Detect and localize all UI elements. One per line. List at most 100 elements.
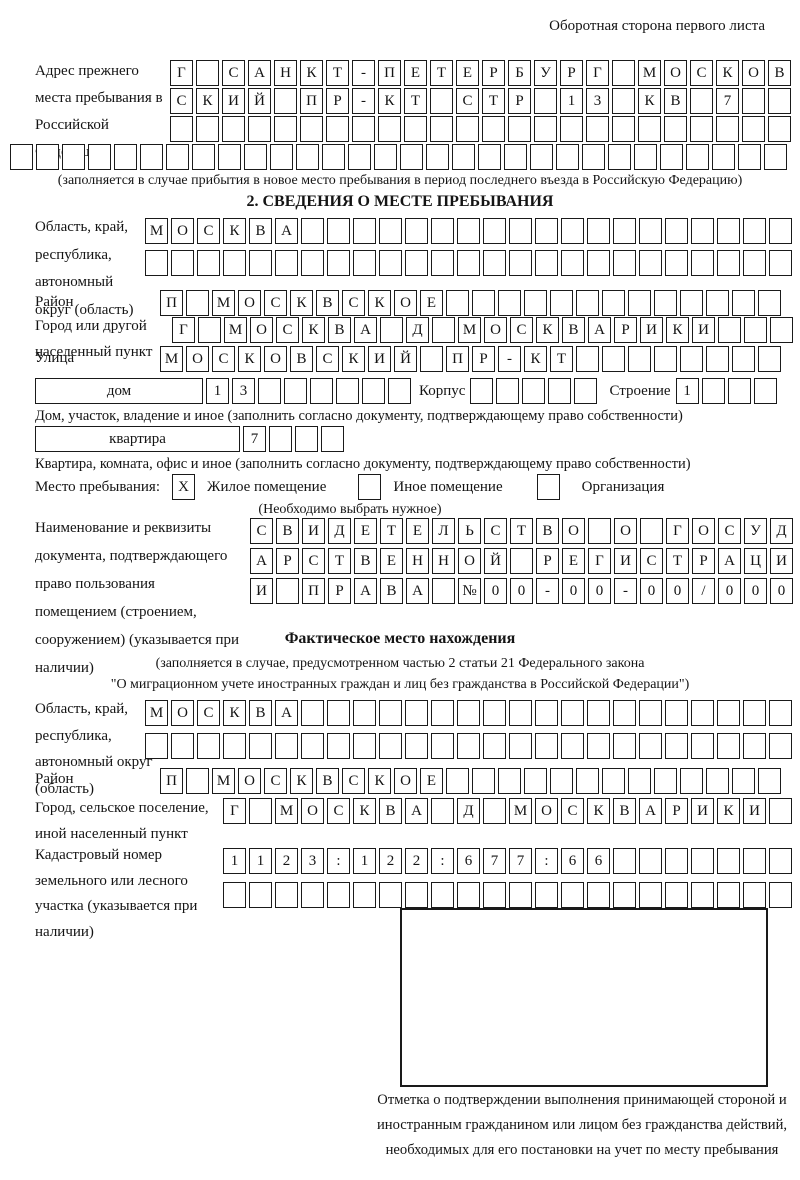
char-cell bbox=[379, 218, 402, 244]
char-cell bbox=[275, 882, 298, 908]
char-cell: Н bbox=[274, 60, 297, 86]
char-cell: П bbox=[446, 346, 469, 372]
char-cell: К bbox=[378, 88, 401, 114]
fact-city-label: Город, сельское поселение, иной населенн… bbox=[35, 800, 209, 842]
char-cell: В bbox=[664, 88, 687, 114]
char-cell: Ь bbox=[458, 518, 481, 544]
char-cell: А bbox=[639, 798, 662, 824]
apartment-row: квартира 7 bbox=[35, 426, 344, 452]
char-cell bbox=[196, 116, 219, 142]
char-cell: О bbox=[186, 346, 209, 372]
char-cell bbox=[498, 290, 521, 316]
char-cell: 0 bbox=[718, 578, 741, 604]
char-cell: С bbox=[327, 798, 350, 824]
char-cell: О bbox=[238, 290, 261, 316]
char-cell: Т bbox=[430, 60, 453, 86]
char-cell bbox=[530, 144, 553, 170]
char-cell: К bbox=[302, 317, 325, 343]
char-cell bbox=[524, 290, 547, 316]
stay-type-checkbox-residential: X bbox=[172, 474, 195, 500]
char-cell bbox=[432, 317, 455, 343]
char-cell bbox=[712, 144, 735, 170]
char-cell bbox=[561, 700, 584, 726]
char-cell: Й bbox=[394, 346, 417, 372]
char-cell bbox=[639, 882, 662, 908]
char-cell bbox=[258, 378, 281, 404]
char-cell: 6 bbox=[457, 848, 480, 874]
region-label: Область, край, республика, автономный ок… bbox=[35, 219, 134, 318]
char-cell bbox=[769, 733, 792, 759]
char-cell bbox=[222, 116, 245, 142]
char-cell: Й bbox=[484, 548, 507, 574]
prev-address-note: (заполняется в случае прибытия в новое м… bbox=[57, 173, 743, 188]
char-cell: Т bbox=[326, 60, 349, 86]
char-cell: О bbox=[535, 798, 558, 824]
char-cell bbox=[295, 426, 318, 452]
char-cell: 0 bbox=[640, 578, 663, 604]
char-cell: С bbox=[212, 346, 235, 372]
section2-title: 2. СВЕДЕНИЯ О МЕСТЕ ПРЕБЫВАНИЯ bbox=[246, 193, 554, 210]
char-cell: В bbox=[379, 798, 402, 824]
char-cell bbox=[535, 700, 558, 726]
char-cell: С bbox=[302, 548, 325, 574]
char-cell: Р bbox=[508, 88, 531, 114]
stay-type-option-other: Иное помещение bbox=[393, 478, 503, 495]
char-cell: Р bbox=[665, 798, 688, 824]
char-cell bbox=[717, 882, 740, 908]
region-row-2 bbox=[145, 250, 792, 276]
char-cell: О bbox=[742, 60, 765, 86]
char-cell: В bbox=[316, 768, 339, 794]
char-cell bbox=[327, 733, 350, 759]
char-cell: : bbox=[535, 848, 558, 874]
char-cell: : bbox=[327, 848, 350, 874]
char-cell bbox=[706, 346, 729, 372]
char-cell bbox=[634, 144, 657, 170]
char-cell bbox=[665, 733, 688, 759]
char-cell bbox=[171, 250, 194, 276]
char-cell: В bbox=[536, 518, 559, 544]
char-cell bbox=[348, 144, 371, 170]
char-cell bbox=[274, 88, 297, 114]
char-cell: 0 bbox=[588, 578, 611, 604]
char-cell bbox=[561, 882, 584, 908]
char-cell: - bbox=[352, 60, 375, 86]
char-cell: К bbox=[368, 290, 391, 316]
char-cell: Е bbox=[420, 290, 443, 316]
apartment-boxes: 7 bbox=[243, 426, 344, 452]
char-cell bbox=[353, 250, 376, 276]
char-cell: Т bbox=[328, 548, 351, 574]
char-cell: К bbox=[353, 798, 376, 824]
char-cell bbox=[327, 250, 350, 276]
char-cell bbox=[680, 346, 703, 372]
char-cell bbox=[431, 798, 454, 824]
char-cell: О bbox=[171, 700, 194, 726]
char-cell bbox=[576, 290, 599, 316]
char-cell bbox=[732, 290, 755, 316]
house-widebox: дом bbox=[35, 378, 203, 404]
char-cell bbox=[602, 290, 625, 316]
char-cell bbox=[638, 116, 661, 142]
char-cell bbox=[665, 848, 688, 874]
char-cell: 1 bbox=[353, 848, 376, 874]
char-cell: П bbox=[160, 290, 183, 316]
char-cell bbox=[353, 218, 376, 244]
char-cell bbox=[769, 848, 792, 874]
char-cell bbox=[430, 88, 453, 114]
char-cell bbox=[378, 116, 401, 142]
char-cell bbox=[753, 378, 777, 404]
char-cell bbox=[561, 250, 584, 276]
char-cell bbox=[274, 116, 297, 142]
char-cell bbox=[654, 290, 677, 316]
char-cell bbox=[483, 882, 506, 908]
char-cell: В bbox=[276, 518, 299, 544]
char-cell bbox=[587, 733, 610, 759]
char-cell bbox=[321, 426, 344, 452]
char-cell bbox=[639, 733, 662, 759]
char-cell: Л bbox=[432, 518, 455, 544]
char-cell: М bbox=[145, 218, 168, 244]
char-cell: И bbox=[302, 518, 325, 544]
char-cell: М bbox=[275, 798, 298, 824]
